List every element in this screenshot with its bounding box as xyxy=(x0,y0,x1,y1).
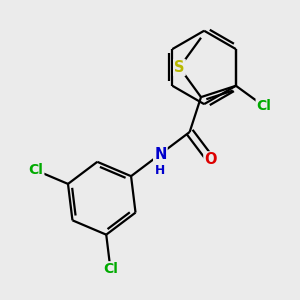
Text: S: S xyxy=(174,60,185,75)
Text: Cl: Cl xyxy=(257,99,272,113)
Text: H: H xyxy=(155,164,166,177)
Text: Cl: Cl xyxy=(28,163,43,177)
Text: O: O xyxy=(204,152,217,167)
Text: Cl: Cl xyxy=(103,262,118,276)
Text: N: N xyxy=(154,147,167,162)
